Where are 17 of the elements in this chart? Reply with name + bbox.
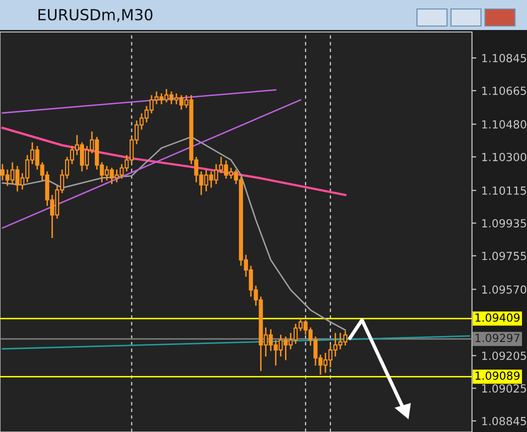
y-tick-label: 1.10480	[482, 120, 526, 129]
y-tick-label: 1.09205	[482, 352, 526, 360]
line-series	[1, 126, 346, 196]
y-tick-label: 1.10300	[482, 152, 526, 162]
ref-line-label: 1.09297	[476, 334, 520, 342]
y-tick-label: 1.09755	[482, 252, 526, 260]
y-tick-label: 1.09025	[482, 384, 526, 393]
y-tick-label: 1.10115	[482, 186, 526, 195]
y-tick-label: 1.09570	[482, 285, 526, 294]
ref-line-label: 1.09089	[476, 371, 520, 380]
ref-line-label: 1.09409	[476, 313, 520, 322]
line-series	[2, 136, 346, 331]
y-tick-label: 1.08845	[482, 416, 526, 426]
y-tick-label: 1.09935	[482, 219, 526, 228]
y-tick-label: 1.10845	[482, 54, 526, 62]
chart-title: EURUSDm,M30	[38, 8, 152, 22]
y-tick-label: 1.10665	[482, 86, 526, 95]
